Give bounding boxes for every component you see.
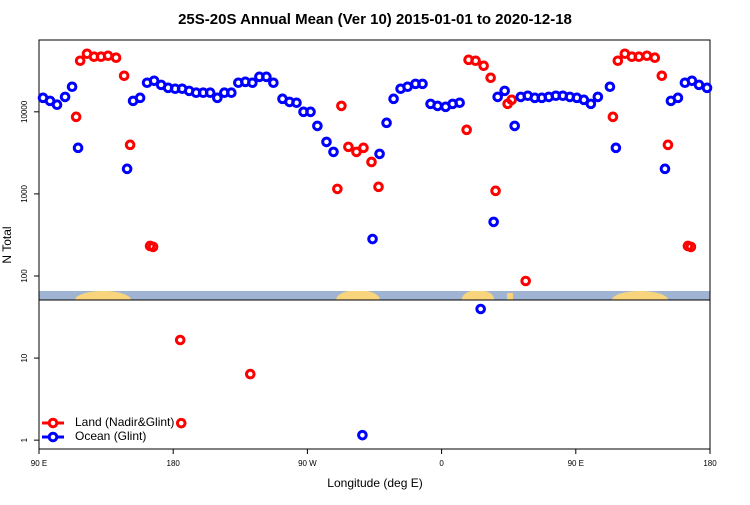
point: [693, 79, 705, 91]
point: [358, 142, 369, 154]
point: [499, 85, 510, 97]
point: [490, 185, 501, 197]
point: [312, 120, 323, 132]
legend-marker: [47, 417, 59, 429]
point: [268, 77, 279, 89]
point: [66, 81, 78, 93]
x-tick-label: 90 E: [31, 459, 47, 468]
point: [124, 139, 136, 151]
point: [417, 78, 428, 90]
point: [662, 139, 674, 151]
point: [247, 77, 258, 89]
point: [610, 142, 622, 154]
map-strip: [39, 291, 710, 300]
point: [175, 417, 187, 429]
point: [336, 100, 347, 112]
point: [478, 60, 489, 72]
point: [204, 87, 216, 99]
point: [475, 303, 486, 315]
y-axis-label: N Total: [0, 226, 14, 263]
point: [520, 275, 531, 287]
point: [381, 117, 392, 129]
point: [659, 163, 671, 175]
point: [592, 91, 604, 103]
point: [454, 97, 465, 109]
y-tick-label: 100: [20, 269, 29, 283]
point: [585, 98, 597, 110]
point: [633, 51, 645, 63]
point: [649, 52, 661, 64]
point: [244, 368, 256, 380]
point: [357, 429, 368, 441]
point: [59, 91, 71, 103]
point: [212, 92, 223, 104]
point: [51, 99, 63, 111]
x-tick-label: 90 E: [568, 459, 584, 468]
point: [374, 148, 385, 160]
point: [147, 241, 159, 253]
point: [656, 70, 668, 82]
x-tick-label: 180: [703, 459, 717, 468]
point: [174, 334, 186, 346]
point: [506, 94, 517, 106]
point: [604, 81, 616, 93]
plot-frame: [38, 39, 711, 450]
point: [305, 106, 316, 118]
point: [373, 181, 384, 193]
point: [488, 216, 499, 228]
point: [343, 141, 354, 153]
point: [388, 93, 399, 105]
legend-label: Ocean (Glint): [75, 429, 146, 443]
point: [226, 87, 237, 99]
point: [509, 120, 520, 132]
point: [74, 55, 86, 67]
point: [332, 183, 343, 195]
point: [685, 241, 697, 253]
point: [492, 91, 503, 103]
point: [291, 97, 302, 109]
point: [461, 124, 472, 136]
point: [321, 136, 332, 148]
point: [485, 72, 496, 84]
point: [607, 111, 619, 123]
y-tick-label: 1: [20, 437, 29, 442]
point: [366, 156, 377, 168]
point: [102, 50, 114, 62]
point: [118, 70, 130, 82]
x-tick-label: 180: [167, 459, 181, 468]
point: [612, 55, 624, 67]
y-tick-label: 1000: [20, 184, 29, 202]
x-tick-label: 90 W: [298, 459, 317, 468]
point: [701, 82, 713, 94]
point: [328, 146, 339, 158]
x-tick-label: 0: [439, 459, 444, 468]
point: [470, 55, 481, 67]
point: [672, 92, 684, 104]
point: [72, 142, 84, 154]
legend-marker: [47, 431, 59, 443]
chart-title: 25S-20S Annual Mean (Ver 10) 2015-01-01 …: [178, 11, 572, 28]
y-tick-label: 10: [20, 353, 29, 362]
legend-label: Land (Nadir&Glint): [75, 415, 174, 429]
y-tick-label: 10000: [20, 100, 29, 123]
point: [110, 52, 122, 64]
point: [134, 92, 146, 104]
point: [261, 71, 272, 83]
point: [367, 233, 378, 245]
point: [432, 100, 443, 112]
point: [121, 163, 133, 175]
point: [70, 111, 82, 123]
x-axis-label: Longitude (deg E): [327, 476, 422, 490]
